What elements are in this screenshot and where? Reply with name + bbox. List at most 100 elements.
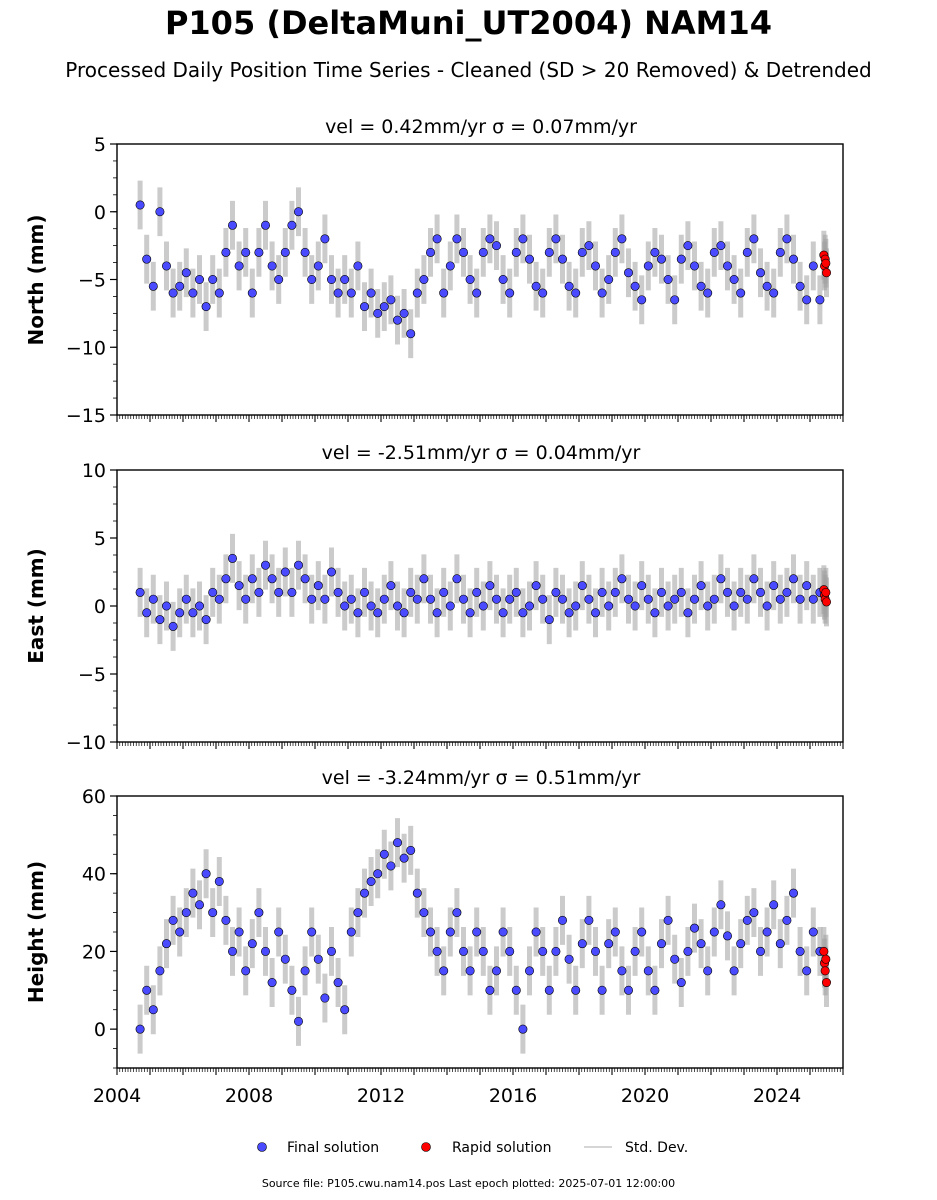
height-final-point xyxy=(353,908,363,918)
height-final-point xyxy=(696,939,706,949)
height-final-point xyxy=(630,946,640,956)
east-final-point xyxy=(722,587,732,597)
east-final-point xyxy=(478,601,488,611)
east-final-point xyxy=(445,601,455,611)
north-final-point xyxy=(280,247,290,257)
height-final-point xyxy=(274,927,284,937)
height-rapid-point xyxy=(820,966,830,976)
height-final-point xyxy=(234,927,244,937)
height-final-point xyxy=(439,966,449,976)
east-final-point xyxy=(802,581,812,591)
north-final-point xyxy=(175,281,185,291)
height-final-point xyxy=(755,946,765,956)
height-panel-title: vel = -3.24mm/yr σ = 0.51mm/yr xyxy=(322,767,641,789)
height-final-point xyxy=(742,915,752,925)
north-final-point xyxy=(637,295,647,305)
height-final-point xyxy=(280,954,290,964)
north-final-point xyxy=(228,220,238,230)
height-final-point xyxy=(544,985,554,995)
north-final-point xyxy=(557,254,567,264)
north-final-point xyxy=(247,288,257,298)
north-rapid-point xyxy=(821,258,831,268)
east-final-point xyxy=(709,594,719,604)
east-final-point xyxy=(320,594,330,604)
height-final-point xyxy=(326,946,336,956)
north-ytick-label: 5 xyxy=(94,134,106,156)
east-final-point xyxy=(696,581,706,591)
north-final-point xyxy=(307,274,317,284)
north-final-point xyxy=(656,254,666,264)
east-final-point xyxy=(623,594,633,604)
north-final-point xyxy=(386,295,396,305)
north-final-point xyxy=(491,241,501,251)
height-final-point xyxy=(650,985,660,995)
north-final-point xyxy=(359,302,369,312)
height-final-point xyxy=(683,946,693,956)
north-final-point xyxy=(300,247,310,257)
north-final-point xyxy=(445,261,455,271)
height-final-point xyxy=(577,939,587,949)
east-final-point xyxy=(326,567,336,577)
height-final-point xyxy=(373,869,383,879)
east-final-point xyxy=(148,594,158,604)
height-final-point xyxy=(452,908,462,918)
height-final-point xyxy=(188,888,198,898)
north-final-point xyxy=(181,268,191,278)
east-rapid-point xyxy=(821,587,831,597)
east-final-point xyxy=(505,594,515,604)
north-final-point xyxy=(802,295,812,305)
east-final-point xyxy=(769,581,779,591)
north-final-point xyxy=(544,247,554,257)
north-final-point xyxy=(148,281,158,291)
north-final-point xyxy=(419,274,429,284)
height-final-point xyxy=(241,966,251,976)
north-final-point xyxy=(551,234,561,244)
east-final-point xyxy=(485,581,495,591)
north-final-point xyxy=(333,288,343,298)
height-final-point xyxy=(307,927,317,937)
east-panel: vel = -2.51mm/yr σ = 0.04mm/yr East (mm)… xyxy=(24,442,844,754)
north-rapid-point xyxy=(821,268,831,278)
north-final-point xyxy=(769,288,779,298)
east-final-point xyxy=(557,594,567,604)
height-final-point xyxy=(399,853,409,863)
height-final-point xyxy=(267,978,277,988)
east-axis-label: East (mm) xyxy=(24,548,48,664)
height-final-point xyxy=(623,985,633,995)
east-final-point xyxy=(313,581,323,591)
height-final-point xyxy=(228,946,238,956)
north-final-point xyxy=(432,234,442,244)
north-final-point xyxy=(478,247,488,257)
east-final-point xyxy=(260,560,270,570)
height-rapid-point xyxy=(821,954,831,964)
north-final-point xyxy=(597,288,607,298)
north-final-point xyxy=(412,288,422,298)
east-final-point xyxy=(498,608,508,618)
source-footer: Source file: P105.cwu.nam14.pos Last epo… xyxy=(261,1177,676,1190)
north-final-point xyxy=(379,302,389,312)
north-final-point xyxy=(254,247,264,257)
height-final-point xyxy=(346,927,356,937)
height-final-point xyxy=(604,939,614,949)
height-final-point xyxy=(505,946,515,956)
north-final-point xyxy=(392,315,402,325)
north-final-point xyxy=(373,308,383,318)
height-final-point xyxy=(498,927,508,937)
north-final-point xyxy=(346,288,356,298)
north-final-point xyxy=(399,308,409,318)
east-final-point xyxy=(188,608,198,618)
height-final-point xyxy=(703,966,713,976)
north-final-point xyxy=(749,234,759,244)
north-final-point xyxy=(287,220,297,230)
north-final-point xyxy=(458,247,468,257)
east-final-point xyxy=(577,581,587,591)
north-final-point xyxy=(214,288,224,298)
east-final-point xyxy=(544,615,554,625)
north-final-point xyxy=(590,261,600,271)
legend: Final solution Rapid solution Std. Dev. xyxy=(257,1140,688,1156)
north-final-point xyxy=(716,241,726,251)
east-final-point xyxy=(419,574,429,584)
height-ytick-label: 0 xyxy=(94,1019,106,1041)
height-final-point xyxy=(458,946,468,956)
north-final-point xyxy=(755,268,765,278)
